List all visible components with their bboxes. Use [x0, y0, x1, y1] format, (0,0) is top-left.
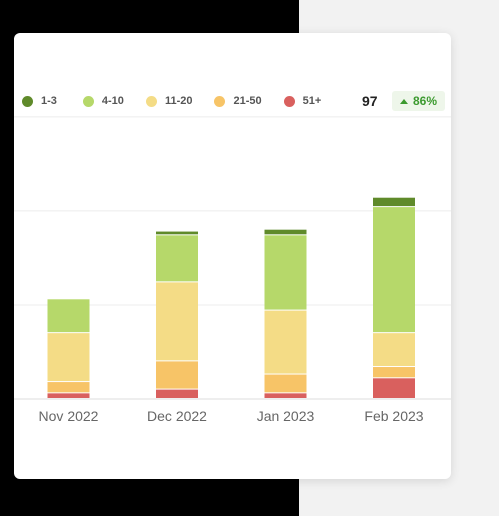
legend-item-21-50[interactable]: 21-50 — [214, 95, 262, 107]
bar-segment-11-20-0[interactable] — [47, 333, 90, 382]
bar-segment-1-3-1[interactable] — [156, 231, 198, 235]
legend-item-51-plus[interactable]: 51+ — [283, 95, 322, 107]
legend-dot-1-3 — [22, 95, 33, 107]
bar-segment-21-50-0[interactable] — [47, 382, 90, 393]
legend-dot-21-50 — [214, 95, 226, 107]
legend-label: 11-20 — [164, 95, 193, 107]
legend-dot-4-10 — [82, 95, 94, 107]
bar-segment-1-3-3[interactable] — [373, 197, 415, 207]
bar-segment-4-10-0[interactable] — [47, 299, 90, 333]
bar-segment-1-3-2[interactable] — [264, 229, 307, 235]
bar-segment-21-50-3[interactable] — [373, 367, 415, 378]
bar-segment-11-20-2[interactable] — [264, 310, 307, 374]
change-badge: 86% — [392, 91, 446, 111]
x-tick-label: Feb 2023 — [364, 408, 423, 424]
bar-segment-51-plus-2[interactable] — [264, 393, 307, 398]
legend-label: 4-10 — [101, 95, 124, 107]
x-tick-label: Dec 2022 — [147, 408, 207, 424]
bar-segment-11-20-3[interactable] — [373, 333, 415, 367]
bar-segment-21-50-2[interactable] — [264, 374, 307, 393]
legend-dot-51-plus — [283, 95, 295, 107]
bar-segment-51-plus-0[interactable] — [47, 393, 90, 398]
arrow-up-icon — [400, 98, 408, 104]
legend-item-11-20[interactable]: 11-20 — [145, 95, 193, 107]
change-value: 86% — [413, 94, 438, 108]
bar-segment-11-20-1[interactable] — [156, 282, 198, 361]
bar-segment-4-10-3[interactable] — [373, 207, 415, 333]
legend: 1-3 4-10 11-20 21-50 51+ — [22, 92, 343, 110]
legend-label: 1-3 — [41, 95, 57, 107]
legend-label: 51+ — [302, 95, 322, 107]
bar-segment-21-50-1[interactable] — [156, 361, 198, 389]
legend-label: 21-50 — [233, 95, 262, 107]
legend-dot-11-20 — [145, 95, 157, 107]
bar-segment-51-plus-3[interactable] — [373, 378, 415, 398]
total-value: 97 — [362, 93, 378, 109]
bar-segment-4-10-2[interactable] — [264, 235, 307, 310]
bar-segment-4-10-1[interactable] — [156, 235, 198, 282]
chart-card: 1-3 4-10 11-20 21-50 51+ 97 86% Nov 2022… — [14, 33, 451, 479]
legend-item-1-3[interactable]: 1-3 — [22, 95, 57, 107]
legend-item-4-10[interactable]: 4-10 — [82, 95, 124, 107]
x-tick-label: Nov 2022 — [39, 408, 99, 424]
x-tick-label: Jan 2023 — [257, 408, 315, 424]
bar-segment-51-plus-1[interactable] — [156, 389, 198, 398]
stacked-bar-chart: Nov 2022 Dec 2022 Jan 2023 Feb 2023 — [14, 116, 451, 424]
